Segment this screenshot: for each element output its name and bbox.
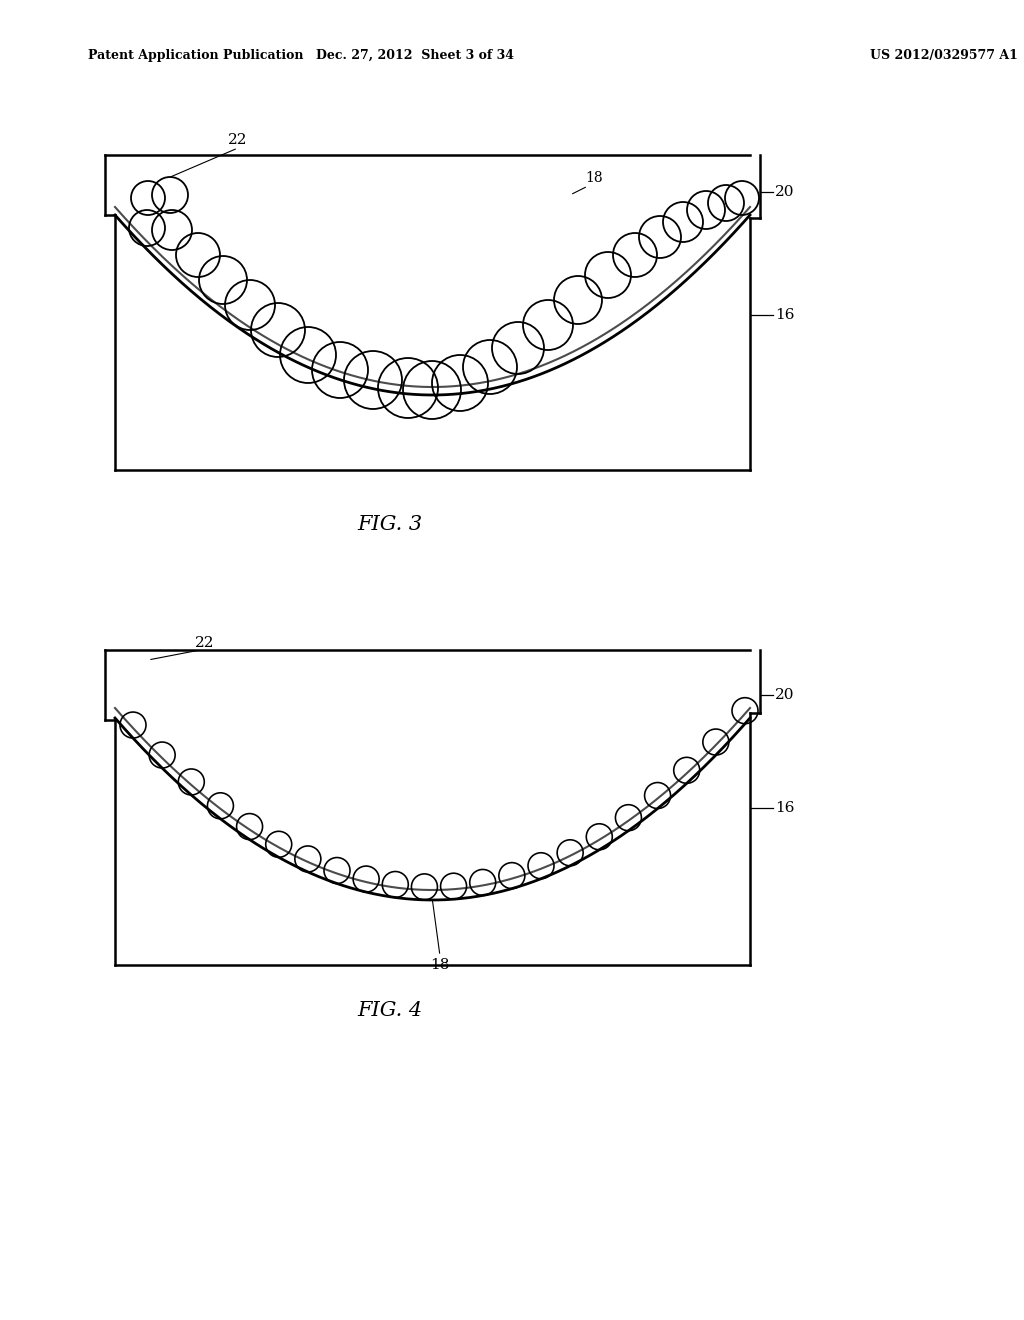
Text: 22: 22 xyxy=(228,133,248,147)
Text: 20: 20 xyxy=(775,688,795,702)
Text: FIG. 3: FIG. 3 xyxy=(357,516,423,535)
Text: FIG. 4: FIG. 4 xyxy=(357,1001,423,1019)
Text: 20: 20 xyxy=(775,185,795,199)
Text: 16: 16 xyxy=(775,801,795,814)
Text: 18: 18 xyxy=(430,958,450,972)
Text: 22: 22 xyxy=(196,636,215,649)
Text: Dec. 27, 2012  Sheet 3 of 34: Dec. 27, 2012 Sheet 3 of 34 xyxy=(316,49,514,62)
Text: US 2012/0329577 A1: US 2012/0329577 A1 xyxy=(870,49,1018,62)
Text: 16: 16 xyxy=(775,308,795,322)
Text: 18: 18 xyxy=(585,172,603,185)
Text: Patent Application Publication: Patent Application Publication xyxy=(88,49,303,62)
